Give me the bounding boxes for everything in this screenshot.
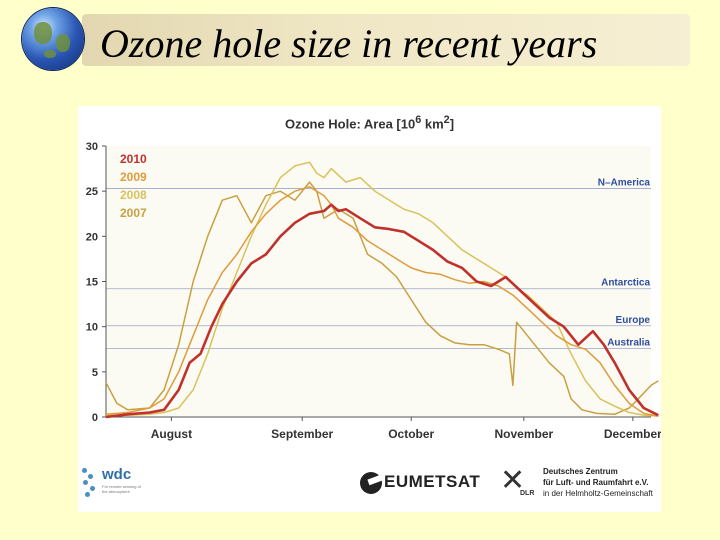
series-line-2010	[105, 203, 659, 419]
series-line-2008	[106, 161, 659, 417]
legend-item-2008: 2008	[120, 188, 147, 202]
x-tick-label-3: November	[494, 427, 553, 441]
logo-strip: wdc Für remote sensing of the atmosphere…	[78, 456, 661, 512]
reference-label-3: Australia	[607, 337, 650, 348]
legend-item-2007: 2007	[120, 206, 147, 220]
reference-label-1: Antarctica	[601, 278, 650, 289]
y-tick-label-5: 25	[86, 186, 98, 198]
title-banner	[82, 14, 690, 66]
y-tick-label-3: 15	[86, 277, 98, 289]
series-line-2009	[105, 185, 659, 417]
y-tick-label-2: 10	[86, 322, 98, 334]
y-tick-label-4: 20	[86, 231, 98, 243]
dlr-logo-icon: ✕	[500, 464, 526, 497]
reference-label-2: Europe	[616, 315, 651, 326]
wdc-logo-subtitle: Für remote sensing of the atmosphere	[102, 484, 141, 494]
chart-panel: Ozone Hole: Area [106 km2] N–America Anta…	[78, 106, 661, 512]
reference-label-0: N–America	[598, 177, 651, 188]
dlr-logo-text: Deutsches Zentrum für Luft- und Raumfahr…	[543, 466, 661, 499]
wdc-logo-text: wdc	[102, 466, 132, 483]
y-tick-label-0: 0	[92, 412, 98, 424]
x-tick-label-1: September	[271, 427, 333, 441]
dlr-line-1: Deutsches Zentrum	[543, 467, 618, 476]
ozone-chart: N–America Antarctica Europe Australia 0 5 10 15…	[86, 141, 661, 441]
legend-item-2009: 2009	[120, 170, 147, 184]
x-tick-label-0: August	[151, 427, 192, 441]
chart-title: Ozone Hole: Area [106 km2]	[284, 114, 455, 132]
series-line-2007	[105, 181, 659, 416]
wdc-logo-icon	[82, 468, 100, 498]
y-tick-label-1: 5	[92, 367, 98, 379]
legend-item-2010: 2010	[120, 152, 147, 166]
eumetsat-logo-text: EUMETSAT	[384, 472, 481, 491]
dlr-line-2: für Luft- und Raumfahrt e.V.	[543, 478, 649, 487]
eumetsat-logo-icon	[360, 472, 382, 494]
plot-area	[106, 146, 651, 417]
dlr-abbr: DLR	[520, 490, 535, 497]
x-tick-label-4: December	[604, 427, 661, 441]
x-tick-label-2: October	[388, 427, 434, 441]
y-tick-label-6: 30	[86, 141, 98, 153]
dlr-line-3: in der Helmholtz-Gemeinschaft	[543, 489, 653, 498]
globe-icon	[22, 8, 84, 70]
slide-title: Ozone hole size in recent years	[100, 21, 598, 66]
